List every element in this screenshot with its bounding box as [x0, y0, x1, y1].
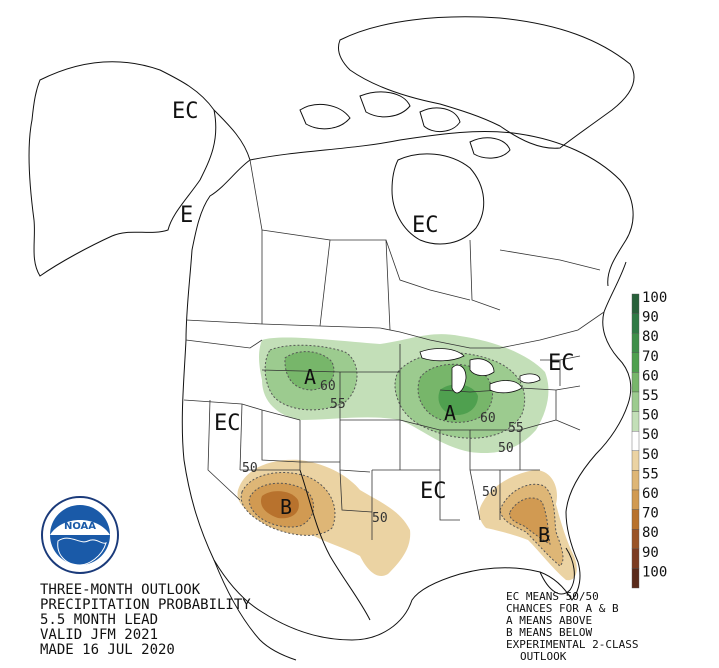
contour-label: 60	[480, 411, 496, 426]
note-line: OUTLOOK	[520, 650, 567, 663]
political-borders	[183, 159, 605, 540]
notes-block: EC MEANS 50/50 CHANCES FOR A & B A MEANS…	[506, 590, 638, 663]
title-line: PRECIPITATION PROBABILITY	[40, 597, 251, 613]
title-line: THREE-MONTH OUTLOOK	[40, 582, 201, 598]
legend-value: 80	[642, 329, 659, 345]
note-line: CHANCES FOR A & B	[506, 602, 619, 615]
legend-value: 55	[642, 466, 659, 482]
note-line: EXPERIMENTAL 2-CLASS	[506, 638, 638, 651]
legend-swatch	[631, 391, 640, 412]
legend-value: 70	[642, 506, 659, 522]
contour-label: 60	[320, 379, 336, 394]
contour-label: 50	[242, 461, 258, 476]
legend-swatch	[631, 568, 640, 589]
noaa-logo: NOAA	[41, 496, 119, 574]
note-line: B MEANS BELOW	[506, 626, 592, 639]
title-line: VALID JFM 2021	[40, 627, 158, 643]
legend-value: 60	[642, 486, 659, 502]
note-line: EC MEANS 50/50	[506, 590, 599, 603]
contour-label: 50	[372, 511, 388, 526]
below-region-southwest-70	[260, 491, 299, 519]
legend-swatch	[631, 293, 640, 314]
legend-swatch	[631, 431, 640, 452]
legend-value: 90	[642, 310, 659, 326]
ec-label-new-england: EC	[548, 351, 575, 376]
legend-value: 50	[642, 408, 659, 424]
legend-value: 80	[642, 525, 659, 541]
legend-value: 50	[642, 427, 659, 443]
ec-label-alaska: EC	[172, 99, 199, 124]
contour-label: 50	[498, 441, 514, 456]
legend-swatch	[631, 372, 640, 393]
a-label-great-lakes: A	[444, 401, 456, 425]
great-lakes	[419, 348, 541, 394]
title-line: 5.5 MONTH LEAD	[40, 612, 158, 628]
legend-value: 70	[642, 349, 659, 365]
title-line: MADE 16 JUL 2020	[40, 642, 175, 658]
land-outlines	[28, 16, 635, 661]
note-line: A MEANS ABOVE	[506, 614, 592, 627]
legend-swatch	[631, 470, 640, 491]
legend-swatch	[631, 352, 640, 373]
legend-value: 90	[642, 545, 659, 561]
ec-label-south: EC	[420, 479, 447, 504]
legend-swatch	[631, 450, 640, 471]
contour-label: 55	[330, 397, 346, 412]
legend-value: 60	[642, 368, 659, 384]
legend-value: 100	[642, 564, 667, 580]
legend-swatch	[631, 489, 640, 510]
below-region-southeast-60	[509, 497, 551, 545]
legend-swatch	[631, 313, 640, 334]
legend-swatch	[631, 411, 640, 432]
ec-label-canada-east: EC	[412, 213, 439, 238]
legend-value: 100	[642, 290, 667, 306]
noaa-logo-text: NOAA	[64, 521, 96, 532]
probability-legend: 100 90 80 70 60 55 50 50 50 55 60 70 80 90 100	[631, 290, 667, 589]
contour-label: 55	[508, 421, 524, 436]
ec-label-bc-coast: E	[180, 203, 193, 228]
legend-swatch	[631, 548, 640, 569]
a-label-north-plains: A	[304, 365, 316, 389]
b-label-florida: B	[538, 523, 550, 547]
legend-swatch	[631, 509, 640, 530]
legend-value: 50	[642, 447, 659, 463]
legend-swatch	[631, 529, 640, 550]
title-block: THREE-MONTH OUTLOOK PRECIPITATION PROBAB…	[40, 582, 251, 658]
legend-value: 55	[642, 388, 659, 404]
contour-label: 50	[482, 485, 498, 500]
ec-label-great-basin: EC	[214, 411, 241, 436]
b-label-southwest: B	[280, 495, 292, 519]
legend-swatch	[631, 333, 640, 354]
